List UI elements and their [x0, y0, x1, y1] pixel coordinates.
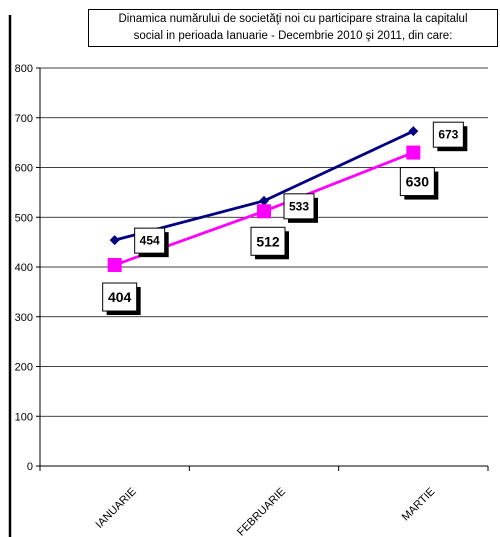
data-label: 533	[289, 199, 309, 213]
series-1-marker	[109, 235, 120, 246]
y-tick-label: 600	[15, 163, 33, 175]
data-label: 630	[406, 174, 430, 190]
y-tick-label: 200	[15, 362, 33, 374]
series-2-marker	[406, 145, 421, 160]
series-1-marker	[408, 126, 419, 137]
data-label-box	[399, 167, 435, 197]
chart-title-line-1: Dinamica numărului de societăţi noi cu p…	[118, 13, 468, 25]
data-label: 454	[140, 234, 160, 248]
series-1-line	[114, 129, 414, 242]
data-label-box	[102, 282, 138, 312]
chart-data-labels: 454 533 673 404 512 630	[102, 121, 468, 316]
series-2-marker	[107, 258, 122, 273]
y-tick-label: 400	[15, 262, 33, 274]
x-tick-label: MARTIE	[400, 486, 438, 524]
data-label: 673	[438, 128, 458, 142]
data-label: 404	[108, 289, 132, 305]
y-tick-label: 700	[15, 113, 33, 125]
y-tick-label: 500	[15, 212, 33, 224]
data-label: 512	[256, 233, 280, 249]
y-tick-label: 300	[15, 312, 33, 324]
data-label-box	[283, 193, 315, 220]
chart-title: Dinamica numărului de societăţi noi cu p…	[88, 9, 498, 47]
x-tick-label: FEBRUARIE	[235, 486, 288, 537]
chart-title-line-2: social in perioada Ianuarie - Decembrie …	[133, 30, 453, 42]
data-label-box	[250, 226, 286, 256]
data-label-box	[134, 227, 166, 254]
chart-axes: 0 100 200 300 400 500 600 700 800 IANUARIE FEBRUAR…	[8, 15, 489, 537]
y-tick-label: 100	[15, 411, 33, 423]
series-2-marker	[257, 204, 271, 219]
series-1-marker	[259, 195, 269, 206]
y-tick-label: 0	[27, 461, 33, 473]
x-tick-label: IANUARIE	[94, 486, 139, 531]
y-tick-label: 800	[15, 63, 33, 75]
data-label-box	[432, 121, 464, 148]
